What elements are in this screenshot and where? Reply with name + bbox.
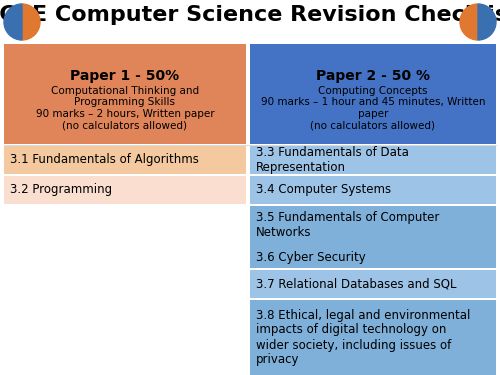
- Bar: [250, 270, 496, 298]
- Text: Computing Concepts
90 marks – 1 hour and 45 minutes, Written
paper
(no calculato: Computing Concepts 90 marks – 1 hour and…: [261, 86, 485, 130]
- Wedge shape: [4, 4, 22, 40]
- Bar: [250, 206, 496, 268]
- Text: 3.3 Fundamentals of Data
Representation: 3.3 Fundamentals of Data Representation: [256, 146, 409, 174]
- Text: Computational Thinking and
Programming Skills
90 marks – 2 hours, Written paper
: Computational Thinking and Programming S…: [36, 86, 214, 130]
- Bar: [4, 176, 246, 204]
- Text: GCSE Computer Science Revision Checklist: GCSE Computer Science Revision Checklist: [0, 5, 500, 25]
- Text: 3.2 Programming: 3.2 Programming: [10, 183, 112, 196]
- Wedge shape: [478, 4, 496, 40]
- Text: Paper 1 - 50%: Paper 1 - 50%: [70, 69, 180, 83]
- Text: 3.7 Relational Databases and SQL: 3.7 Relational Databases and SQL: [256, 278, 456, 291]
- Text: 3.5 Fundamentals of Computer
Networks: 3.5 Fundamentals of Computer Networks: [256, 211, 440, 239]
- Wedge shape: [460, 4, 478, 40]
- Bar: [4, 44, 246, 144]
- Wedge shape: [22, 4, 40, 40]
- Bar: [250, 176, 496, 204]
- Text: 3.8 Ethical, legal and environmental
impacts of digital technology on
wider soci: 3.8 Ethical, legal and environmental imp…: [256, 309, 470, 366]
- Text: Paper 2 - 50 %: Paper 2 - 50 %: [316, 69, 430, 83]
- Bar: [4, 146, 246, 174]
- Bar: [250, 44, 496, 144]
- Text: 3.4 Computer Systems: 3.4 Computer Systems: [256, 183, 391, 196]
- Bar: [250, 146, 496, 174]
- Text: 3.6 Cyber Security: 3.6 Cyber Security: [256, 251, 366, 264]
- Text: 3.1 Fundamentals of Algorithms: 3.1 Fundamentals of Algorithms: [10, 153, 199, 166]
- Bar: [250, 300, 496, 375]
